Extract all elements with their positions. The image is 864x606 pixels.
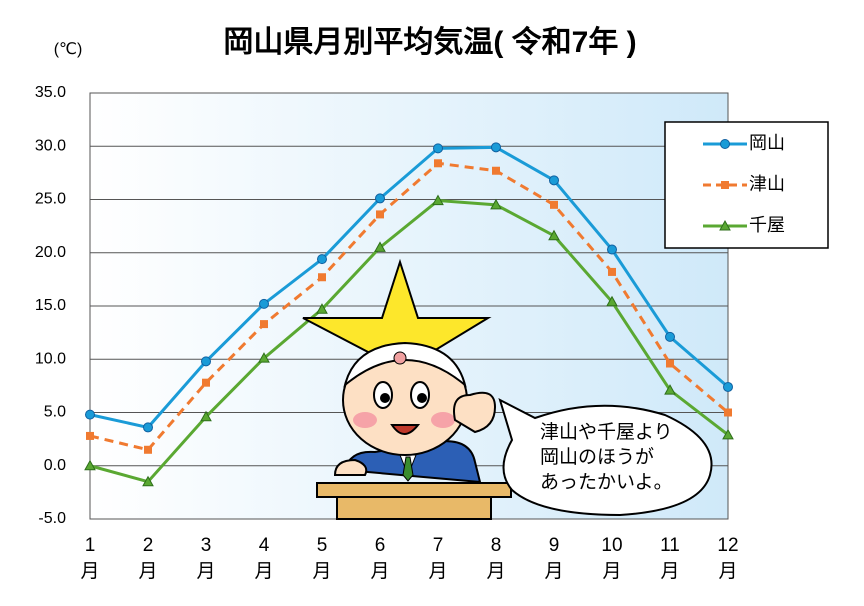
point <box>84 459 96 471</box>
point <box>258 352 270 363</box>
point <box>85 409 95 420</box>
legend-label: 岡山 <box>749 133 785 153</box>
x-tick-label: 3月 <box>196 535 216 582</box>
y-tick-label: 5.0 <box>44 404 66 421</box>
y-tick-label: 20.0 <box>35 244 66 261</box>
x-tick-label: 11月 <box>660 535 680 582</box>
point <box>608 267 616 276</box>
point <box>142 475 154 487</box>
y-tick-label: 0.0 <box>44 457 66 474</box>
y-tick-label: 30.0 <box>35 137 66 154</box>
point <box>665 331 675 342</box>
y-tick-label: 35.0 <box>35 84 66 101</box>
point <box>666 359 674 368</box>
point <box>434 159 442 168</box>
point <box>86 431 94 440</box>
annotation: あったかいよ。 <box>540 472 673 493</box>
y-tick-label: 25.0 <box>35 191 66 208</box>
x-tick-label: 1月 <box>80 535 100 582</box>
point <box>433 143 443 154</box>
annotation: 岡山のほうが <box>540 446 654 468</box>
point <box>144 445 152 454</box>
point <box>318 273 326 282</box>
point <box>374 241 386 252</box>
point <box>721 181 729 189</box>
x-tick-label: 4月 <box>254 535 274 582</box>
point <box>549 175 559 186</box>
series-line <box>89 199 729 484</box>
y-axis-label: (℃) <box>54 41 83 58</box>
point <box>719 219 731 231</box>
point <box>490 198 502 210</box>
point <box>724 408 732 417</box>
point <box>607 244 617 255</box>
y-tick-label: 15.0 <box>35 297 66 314</box>
point <box>664 384 676 395</box>
annotation: 津山や千屋より <box>540 421 673 443</box>
legend-label: 津山 <box>749 174 785 194</box>
point <box>316 303 328 314</box>
point <box>260 320 268 329</box>
point <box>317 254 327 265</box>
mascot <box>302 258 512 520</box>
point <box>548 229 560 241</box>
y-tick-label: -5.0 <box>38 510 66 527</box>
x-tick-label: 8月 <box>486 535 506 582</box>
point <box>723 381 733 392</box>
point <box>202 378 210 387</box>
x-tick-label: 5月 <box>312 535 332 582</box>
point <box>200 410 212 422</box>
point <box>375 193 385 204</box>
point <box>722 428 734 440</box>
point <box>143 422 153 433</box>
point <box>491 142 501 153</box>
x-tick-label: 9月 <box>544 535 564 582</box>
point <box>606 295 618 307</box>
point <box>376 210 384 219</box>
x-tick-label: 10月 <box>601 535 623 582</box>
point <box>432 194 444 206</box>
point <box>201 356 211 367</box>
y-tick-label: 10.0 <box>35 350 66 367</box>
point <box>259 298 269 309</box>
point <box>492 166 500 175</box>
x-tick-label: 7月 <box>428 535 448 582</box>
x-tick-label: 2月 <box>138 535 158 582</box>
series-line <box>89 145 729 430</box>
point <box>550 200 558 209</box>
x-tick-label: 6月 <box>370 535 390 582</box>
point <box>720 139 730 149</box>
x-tick-label: 12月 <box>717 535 739 582</box>
chart-title: 岡山県月別平均気温( 令和7年 ) <box>223 25 636 59</box>
legend-label: 千屋 <box>749 215 785 235</box>
